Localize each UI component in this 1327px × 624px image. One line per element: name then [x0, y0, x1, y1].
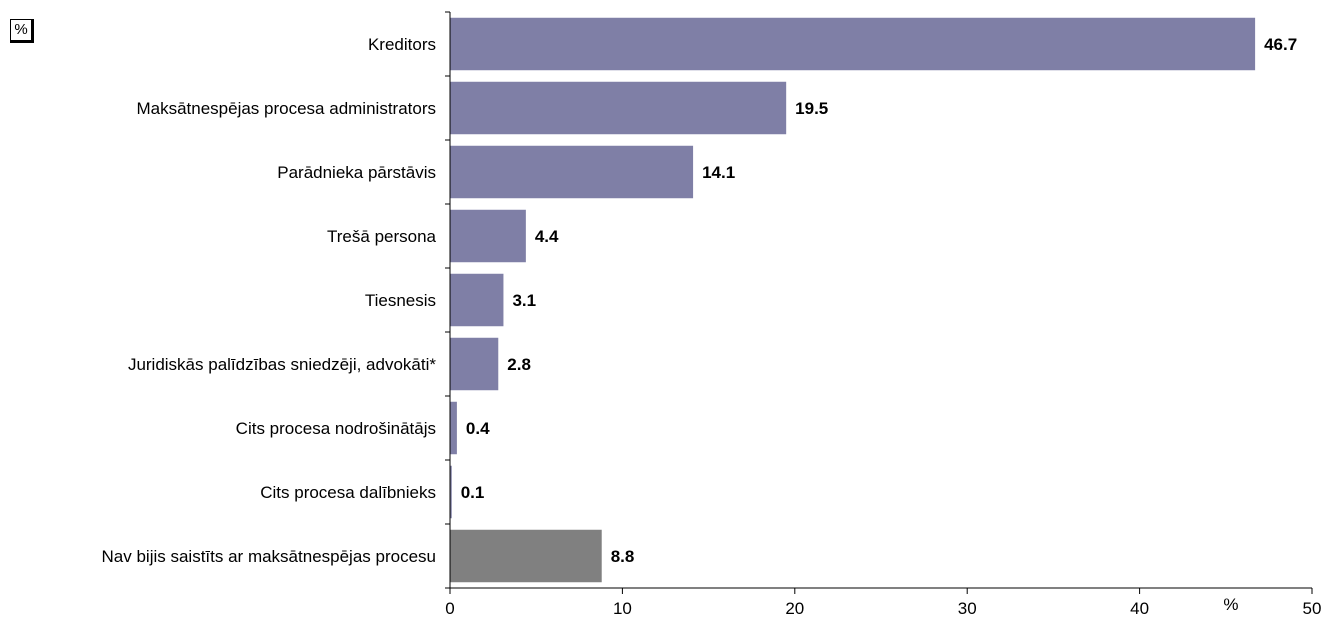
x-tick-label: 50	[1303, 599, 1322, 618]
bar	[450, 145, 694, 199]
value-label: 19.5	[795, 99, 828, 118]
category-label: Cits procesa dalībnieks	[260, 483, 436, 502]
labels-layer: Kreditors 46.7 Maksātnespējas procesa admi…	[102, 35, 1322, 618]
category-label: Parādnieka pārstāvis	[277, 163, 436, 182]
bars-layer	[450, 17, 1256, 583]
axis-layer	[445, 11, 1313, 594]
x-tick-label: 30	[958, 599, 977, 618]
bar	[450, 17, 1256, 71]
category-label: Trešā persona	[327, 227, 437, 246]
value-label: 2.8	[507, 355, 531, 374]
value-label: 0.1	[461, 483, 485, 502]
value-label: 0.4	[466, 419, 490, 438]
x-tick-label: 20	[785, 599, 804, 618]
bar	[450, 337, 499, 391]
value-label: 46.7	[1264, 35, 1297, 54]
value-label: 3.1	[512, 291, 536, 310]
x-tick-label: 10	[613, 599, 632, 618]
x-tick-label: 0	[445, 599, 454, 618]
bar	[450, 529, 602, 583]
bar	[450, 465, 452, 519]
bar	[450, 401, 457, 455]
bar	[450, 273, 504, 327]
category-label: Tiesnesis	[365, 291, 436, 310]
bar	[450, 209, 526, 263]
category-label: Nav bijis saistīts ar maksātnespējas pro…	[102, 547, 436, 566]
category-label: Kreditors	[368, 35, 436, 54]
category-label: Juridiskās palīdzības sniedzēji, advokāt…	[128, 355, 436, 374]
category-label: Cits procesa nodrošinātājs	[236, 419, 436, 438]
bar	[450, 81, 787, 135]
value-label: 8.8	[611, 547, 635, 566]
unit-percent-box: %	[10, 19, 34, 43]
value-label: 14.1	[702, 163, 735, 182]
value-label: 4.4	[535, 227, 559, 246]
x-axis-unit-label: %	[1223, 595, 1238, 614]
category-label: Maksātnespējas procesa administrators	[136, 99, 436, 118]
x-tick-label: 40	[1130, 599, 1149, 618]
